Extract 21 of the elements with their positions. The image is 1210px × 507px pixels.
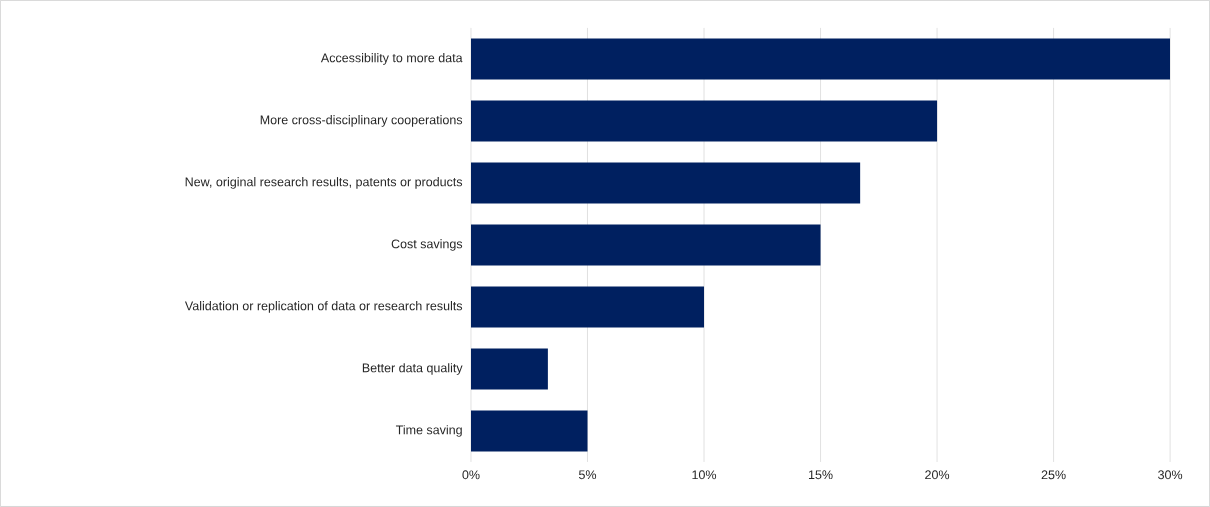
bar [470, 224, 821, 266]
bar [470, 38, 1171, 80]
x-tick-label: 20% [925, 470, 950, 480]
x-tick-label: 25% [1041, 470, 1066, 480]
bar [470, 410, 588, 452]
x-tick-label: 5% [578, 470, 597, 480]
y-tick-label: More cross-disciplinary cooperations [260, 115, 463, 127]
x-tick-label: 10% [692, 470, 717, 480]
bar [470, 100, 938, 142]
y-tick-label: New, original research results, patents or products [185, 177, 463, 189]
bar [470, 348, 548, 390]
x-tick-label: 30% [1158, 470, 1183, 480]
y-tick-label: Cost savings [391, 239, 463, 251]
x-tick-label: 0% [462, 470, 480, 480]
bar [470, 162, 861, 204]
bar [470, 286, 705, 328]
y-tick-label: Validation or replication of data or research results [184, 301, 463, 313]
y-tick-label: Accessibility to more data [320, 53, 463, 65]
x-tick-label: 15% [808, 470, 833, 480]
y-tick-label: Time saving [395, 425, 462, 437]
y-tick-label: Better data quality [362, 363, 463, 375]
